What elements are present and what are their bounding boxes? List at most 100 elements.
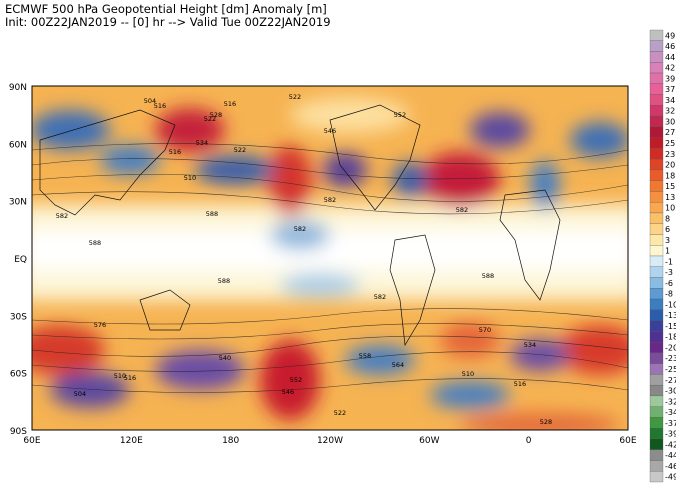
colorbar-swatch bbox=[649, 29, 664, 41]
colorbar-swatch bbox=[649, 105, 664, 117]
contour-label: 534 bbox=[196, 139, 208, 147]
colorbar-swatch bbox=[649, 223, 664, 235]
colorbar-swatch bbox=[649, 255, 664, 267]
contour-label: 588 bbox=[482, 272, 494, 280]
contour-label: 516 bbox=[514, 380, 526, 388]
colorbar-swatch bbox=[649, 266, 664, 278]
lat-label: 90S bbox=[10, 427, 27, 437]
contour-label: 528 bbox=[540, 418, 552, 426]
contour-label: 582 bbox=[374, 293, 386, 301]
colorbar-label: -13 bbox=[665, 311, 676, 320]
title: ECMWF 500 hPa Geopotential Height [dm] A… bbox=[5, 2, 327, 16]
contour-label: 546 bbox=[324, 127, 336, 135]
lat-label: 30S bbox=[10, 312, 27, 322]
colorbar-swatch bbox=[649, 438, 664, 450]
colorbar-swatch bbox=[649, 406, 664, 418]
colorbar-swatch bbox=[649, 191, 664, 203]
contour-label: 516 bbox=[124, 374, 136, 382]
colorbar-label: -34 bbox=[665, 408, 676, 417]
lat-label: 60S bbox=[10, 370, 27, 380]
colorbar-swatch bbox=[649, 309, 664, 321]
colorbar-label: -42 bbox=[665, 440, 676, 449]
colorbar-label: -10 bbox=[665, 300, 676, 309]
colorbar-label: -15 bbox=[665, 322, 676, 331]
colorbar-label: -3 bbox=[665, 268, 673, 277]
colorbar-label: -25 bbox=[665, 365, 676, 374]
colorbar-label: -30 bbox=[665, 387, 676, 396]
colorbar-label: 20 bbox=[665, 161, 675, 170]
colorbar-label: 46 bbox=[665, 42, 675, 51]
colorbar-label: -39 bbox=[665, 430, 676, 439]
colorbar-swatch bbox=[649, 245, 664, 257]
lat-label: 30N bbox=[9, 198, 27, 208]
colorbar-swatch bbox=[649, 320, 664, 332]
lon-label: 60W bbox=[419, 436, 439, 446]
colorbar-swatch bbox=[649, 288, 664, 300]
colorbar-label: -18 bbox=[665, 333, 676, 342]
colorbar-swatch bbox=[649, 83, 664, 95]
contour-label: 558 bbox=[359, 352, 371, 360]
colorbar-label: 18 bbox=[665, 171, 675, 180]
contour-label: 510 bbox=[184, 174, 196, 182]
colorbar-swatch bbox=[649, 460, 664, 472]
contour-label: 528 bbox=[210, 111, 222, 119]
colorbar-label: 49 bbox=[665, 31, 675, 40]
lon-label: 120W bbox=[317, 436, 343, 446]
contour-label: 582 bbox=[56, 212, 68, 220]
colorbar-swatch bbox=[649, 363, 664, 375]
colorbar-label: -27 bbox=[665, 376, 676, 385]
contour-label: 552 bbox=[290, 376, 302, 384]
colorbar-swatch bbox=[649, 471, 664, 483]
colorbar-swatch bbox=[649, 341, 664, 354]
colorbar-label: 44 bbox=[665, 53, 675, 62]
colorbar-label: -1 bbox=[665, 257, 673, 266]
contour-label: 522 bbox=[234, 146, 246, 154]
colorbar-label: 10 bbox=[665, 204, 675, 213]
contour-label: 504 bbox=[74, 390, 86, 398]
colorbar-swatch bbox=[649, 331, 664, 343]
colorbar-swatch bbox=[649, 51, 664, 63]
colorbar-label: 25 bbox=[665, 139, 675, 148]
colorbar-label: 13 bbox=[665, 193, 675, 202]
contour-label: 564 bbox=[392, 361, 404, 369]
colorbar-label: 32 bbox=[665, 107, 675, 116]
colorbar-swatch bbox=[649, 395, 664, 407]
map-frame bbox=[31, 85, 629, 431]
contour-label: 576 bbox=[94, 321, 106, 329]
colorbar-label: -20 bbox=[665, 343, 676, 352]
contour-label: 582 bbox=[294, 225, 306, 233]
contour-label: 582 bbox=[324, 196, 336, 204]
colorbar-label: 39 bbox=[665, 74, 675, 83]
colorbar-label: -49 bbox=[665, 473, 676, 482]
colorbar-label: -46 bbox=[665, 462, 676, 471]
contour-label: 504 bbox=[144, 97, 156, 105]
contour-label: 552 bbox=[394, 111, 406, 119]
colorbar-label: 30 bbox=[665, 117, 675, 126]
contour-label: 588 bbox=[218, 277, 230, 285]
colorbar-label: 8 bbox=[665, 214, 670, 223]
lon-label: 60E bbox=[23, 436, 40, 446]
colorbar-label: 37 bbox=[665, 85, 675, 94]
contour-label: 522 bbox=[334, 409, 346, 417]
lon-label: 60E bbox=[619, 436, 636, 446]
colorbar-swatch bbox=[649, 158, 664, 171]
contour-label: 570 bbox=[479, 326, 491, 334]
colorbar-label: -23 bbox=[665, 354, 676, 363]
contour-label: 588 bbox=[89, 239, 101, 247]
contour-label: 522 bbox=[204, 115, 216, 123]
lat-label: 60N bbox=[9, 140, 27, 150]
colorbar-swatch bbox=[649, 352, 664, 364]
colorbar-swatch bbox=[649, 148, 664, 160]
contour-label: 534 bbox=[524, 341, 536, 349]
contour-label: 510 bbox=[114, 372, 126, 380]
colorbar-swatch bbox=[649, 417, 664, 429]
colorbar-swatch bbox=[649, 169, 664, 181]
lon-label: 180 bbox=[222, 436, 239, 446]
subtitle: Init: 00Z22JAN2019 -- [0] hr --> Valid T… bbox=[5, 15, 331, 29]
lon-label: 120E bbox=[120, 436, 143, 446]
colorbar-swatch bbox=[649, 94, 664, 106]
contour-label: 540 bbox=[219, 354, 231, 362]
colorbar-swatch bbox=[649, 202, 664, 214]
colorbar-swatch bbox=[649, 277, 664, 289]
